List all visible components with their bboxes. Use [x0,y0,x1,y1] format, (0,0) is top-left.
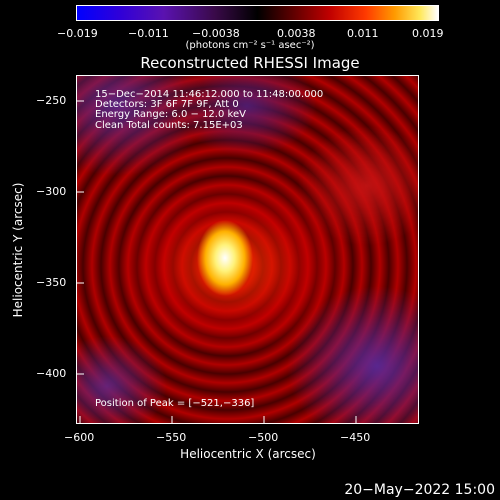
info-line: Clean Total counts: 7.15E+03 [95,120,243,131]
colorbar-tick: −0.019 [57,27,98,40]
colorbar-tick: 0.0038 [277,27,316,40]
info-line: Energy Range: 6.0 − 12.0 keV [95,109,246,120]
plot-title: Reconstructed RHESSI Image [140,54,360,72]
x-tick-label: −550 [156,431,187,444]
colorbar-tick: 0.011 [347,27,379,40]
info-line: 15−Dec−2014 11:46:12.000 to 11:48:00.000 [95,89,324,100]
y-tick-label: −250 [36,94,67,107]
colorbar [76,5,439,21]
info-line: Detectors: 3F 6F 7F 9F, Att 0 [95,99,239,110]
colorbar-unit-label: (photons cm⁻² s⁻¹ asec⁻²) [185,40,315,51]
x-axis-label: Heliocentric X (arcsec) [180,447,316,461]
x-tick-label: −600 [64,431,95,444]
footer-date: 20−May−2022 15:00 [344,482,495,498]
x-tick-label: −500 [248,431,279,444]
y-tick-label: −350 [36,276,67,289]
colorbar-tick: −0.0038 [192,27,240,40]
colorbar-tick: −0.011 [128,27,169,40]
y-tick-label: −300 [36,185,67,198]
peak-position-label: Position of Peak = [−521,−336] [95,398,255,409]
colorbar-tick: 0.019 [412,27,444,40]
y-axis-label: Heliocentric Y (arcsec) [11,182,25,318]
rhessi-image: 15−Dec−2014 11:46:12.000 to 11:48:00.000… [76,75,419,424]
y-tick-label: −400 [36,367,67,380]
x-tick-label: −450 [340,431,371,444]
